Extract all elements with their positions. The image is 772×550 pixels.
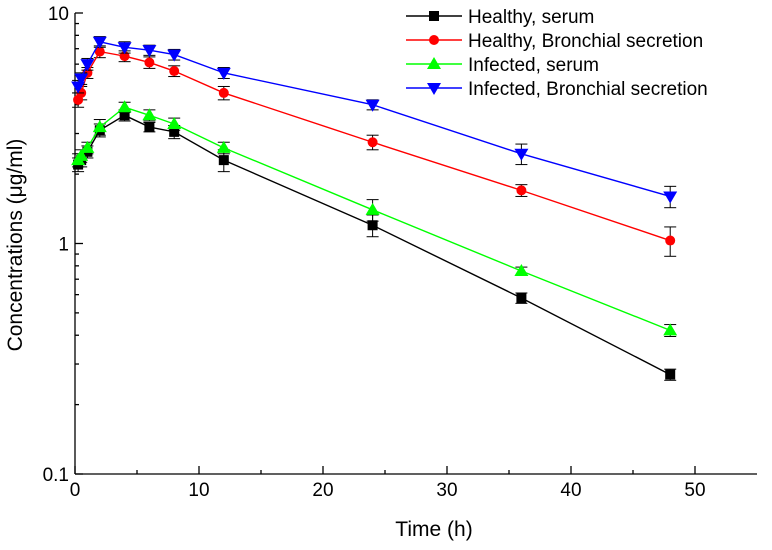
data-point bbox=[516, 185, 527, 196]
data-point bbox=[665, 235, 676, 246]
data-point bbox=[218, 155, 229, 166]
data-point bbox=[169, 66, 180, 77]
data-point bbox=[167, 49, 182, 62]
series-group bbox=[71, 36, 678, 381]
data-point bbox=[367, 137, 378, 148]
data-point bbox=[216, 67, 231, 80]
legend-item: Infected, Bronchial secretion bbox=[406, 79, 708, 100]
series-2 bbox=[72, 45, 677, 257]
data-point bbox=[117, 100, 132, 113]
x-tick-label: 40 bbox=[560, 480, 581, 501]
data-point bbox=[94, 46, 105, 57]
legend-item: Infected, serum bbox=[406, 55, 599, 76]
y-tick-label: 1 bbox=[58, 235, 69, 256]
x-axis-title: Time (h) bbox=[395, 518, 472, 541]
data-point bbox=[514, 263, 529, 276]
data-point bbox=[663, 191, 678, 204]
y-axis-title: Concentrations (μg/ml) bbox=[4, 139, 27, 352]
legend-label: Infected, Bronchial secretion bbox=[468, 79, 708, 100]
data-point bbox=[119, 110, 130, 121]
data-point bbox=[74, 148, 89, 161]
data-point bbox=[142, 45, 157, 58]
legend-marker bbox=[427, 83, 441, 95]
legend-item: Healthy, serum bbox=[406, 7, 594, 28]
series-line bbox=[77, 114, 671, 376]
data-point bbox=[169, 126, 180, 137]
data-point bbox=[80, 59, 95, 72]
data-point bbox=[367, 220, 378, 231]
legend-label: Healthy, Bronchial secretion bbox=[468, 31, 703, 52]
data-point bbox=[516, 293, 527, 304]
ticks: 0 10 20 30 40 50 0.1 1 10 bbox=[43, 4, 706, 501]
data-point bbox=[665, 369, 676, 380]
data-point bbox=[144, 122, 155, 133]
data-point bbox=[365, 99, 380, 112]
x-tick-label: 20 bbox=[312, 480, 333, 501]
data-point bbox=[216, 140, 231, 153]
x-tick-label: 30 bbox=[436, 480, 457, 501]
data-point bbox=[144, 57, 155, 68]
legend-marker bbox=[429, 11, 439, 21]
x-tick-label: 50 bbox=[684, 480, 705, 501]
legend: Healthy, serum Healthy, Bronchial secreti… bbox=[406, 7, 708, 100]
data-point bbox=[92, 120, 107, 133]
data-point bbox=[218, 87, 229, 98]
series-1 bbox=[72, 109, 677, 381]
y-tick-label: 0.1 bbox=[43, 465, 69, 486]
legend-marker bbox=[429, 35, 439, 45]
y-tick-label: 10 bbox=[48, 4, 69, 25]
data-point bbox=[119, 51, 130, 62]
data-point bbox=[92, 36, 107, 49]
legend-marker bbox=[427, 57, 441, 69]
x-tick-label: 0 bbox=[70, 480, 81, 501]
data-point bbox=[663, 323, 678, 336]
series-4 bbox=[71, 36, 678, 209]
series-3 bbox=[71, 100, 678, 337]
data-point bbox=[514, 148, 529, 161]
data-point bbox=[74, 73, 89, 86]
legend-label: Healthy, serum bbox=[468, 7, 594, 28]
data-point bbox=[167, 116, 182, 129]
legend-item: Healthy, Bronchial secretion bbox=[406, 31, 703, 52]
data-point bbox=[117, 42, 132, 55]
data-point bbox=[80, 140, 95, 153]
x-tick-label: 10 bbox=[188, 480, 209, 501]
legend-label: Infected, serum bbox=[468, 55, 599, 76]
data-point bbox=[142, 108, 157, 121]
data-point bbox=[365, 202, 380, 215]
